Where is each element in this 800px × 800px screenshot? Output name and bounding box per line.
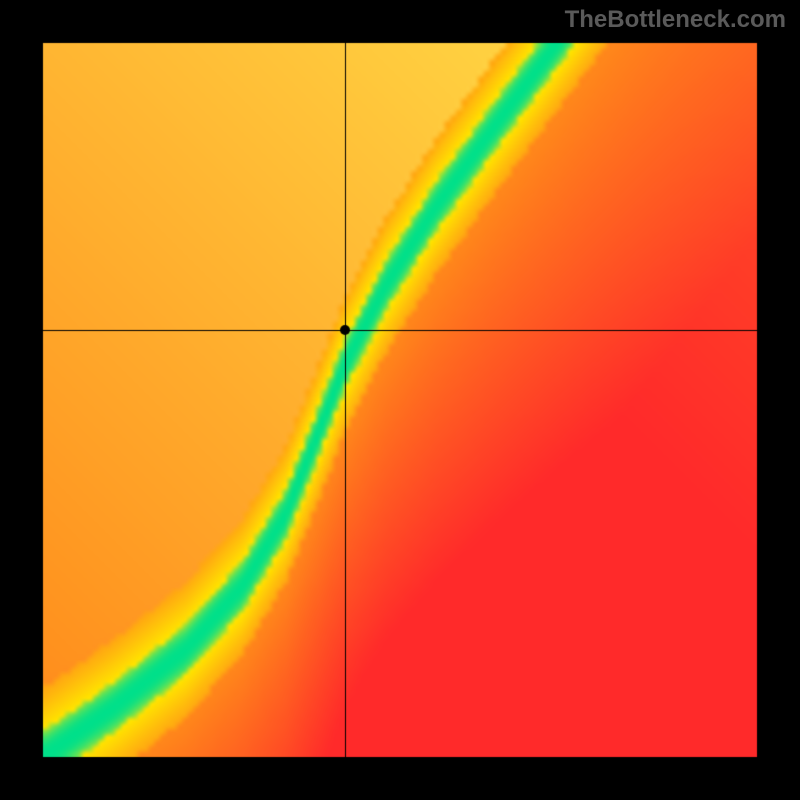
watermark-text: TheBottleneck.com <box>565 6 786 34</box>
bottleneck-heatmap <box>0 0 800 800</box>
